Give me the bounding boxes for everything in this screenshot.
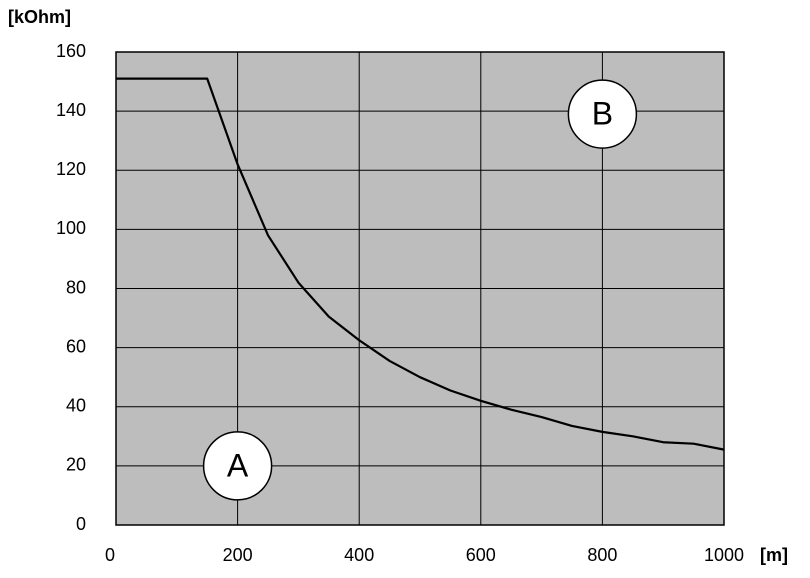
annotation-circle	[202, 431, 273, 501]
y-tick-label: 0	[76, 514, 86, 534]
y-tick-label: 80	[66, 277, 86, 297]
line	[116, 77, 725, 451]
y-tick-label: 140	[56, 100, 86, 120]
x-tick-label: 400	[344, 545, 374, 565]
y-tick-label: 20	[66, 455, 86, 475]
annotation-circle	[567, 79, 638, 149]
plot-frame	[115, 51, 725, 526]
x-tick-label: 200	[223, 545, 253, 565]
annotation-label: A	[227, 447, 249, 483]
x-tick-label: 0	[105, 545, 115, 565]
y-tick-label: 100	[56, 218, 86, 238]
x-axis-label: [m]	[760, 545, 788, 565]
y-axis-label: [kOhm]	[8, 7, 71, 27]
y-tick-label: 160	[56, 41, 86, 61]
x-tick-label: 600	[466, 545, 496, 565]
x-tick-label: 1000	[704, 545, 744, 565]
annotation-label: B	[592, 96, 613, 132]
x-tick-label: 800	[587, 545, 617, 565]
y-tick-label: 120	[56, 159, 86, 179]
y-tick-label: 40	[66, 396, 86, 416]
y-tick-label: 60	[66, 336, 86, 356]
